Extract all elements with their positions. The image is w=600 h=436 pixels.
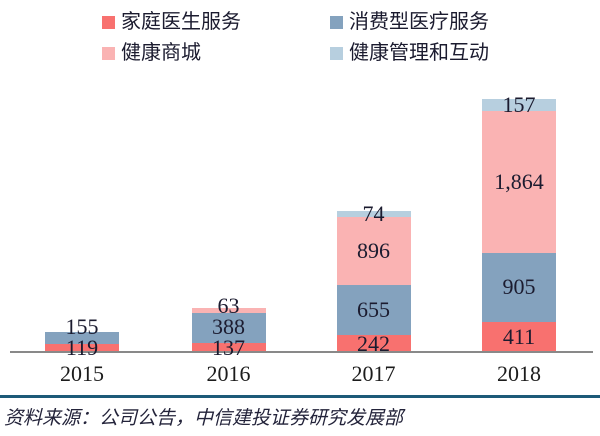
x-axis-tick-label-2018: 2018 [497,361,541,386]
legend-item-0: 家庭医生服务 [102,12,241,32]
legend-item-3: 健康管理和互动 [330,43,489,63]
value-label-2017-series0: 242 [357,330,390,356]
value-label-2017-series2: 896 [357,237,390,263]
bar-segment-2017-series1 [336,284,411,335]
value-label-2017-series3: 74 [362,200,385,226]
legend-swatch-icon [102,46,115,60]
value-label-2018-series3: 157 [502,91,536,117]
legend-label: 健康商城 [121,42,201,64]
value-label-2015-series1: 155 [65,314,99,340]
plot-area: 119 155 2015 137 388 63 2016 242 655 896 74 2017 411… [10,91,593,386]
x-axis-tick-label-2017: 2017 [351,361,396,386]
bar-segment-2018-series2 [482,110,556,253]
bar-segment-2015-series0 [45,343,119,353]
legend-label: 消费型医疗服务 [349,11,489,33]
value-label-2018-series1: 905 [502,274,536,300]
value-label-2016-series1: 388 [212,313,245,339]
bar-segment-2017-series2 [336,216,411,285]
bar-segment-2015-series1 [45,332,119,344]
footer-divider-line [0,395,600,398]
legend-label: 健康管理和互动 [349,42,489,64]
legend-swatch-icon [102,15,115,29]
legend-item-1: 消费型医疗服务 [330,12,489,32]
legend-swatch-icon [330,15,343,29]
bar-segment-2017-series3 [336,210,411,217]
legend-label: 家庭医生服务 [121,11,241,33]
bar-segment-2018-series3 [482,99,556,111]
bar-segment-2016-series0 [191,342,266,353]
value-label-2016-series2: 63 [217,292,240,318]
value-label-2015-series0: 119 [65,335,99,361]
bar-segment-2017-series0 [336,334,411,353]
x-axis-tick-label-2016: 2016 [206,361,251,386]
bar-segment-2018-series1 [482,252,556,322]
x-axis-tick-label-2015: 2015 [60,361,104,386]
x-axis-line [10,351,593,353]
legend-swatch-icon [330,46,343,60]
value-label-2018-series2: 1,864 [494,168,544,194]
value-label-2016-series0: 137 [212,334,245,360]
chart-legend: 家庭医生服务 消费型医疗服务健康商城 健康管理和互动 [0,0,600,80]
bar-segment-2016-series1 [191,313,266,343]
bar-segment-2018-series0 [482,321,556,353]
bar-segment-2016-series2 [191,308,266,314]
legend-item-2: 健康商城 [102,43,201,63]
source-note: 资料来源：公司公告，中信建投证券研究发展部 [4,408,404,429]
value-label-2018-series0: 411 [502,324,536,350]
value-label-2017-series1: 655 [357,296,390,322]
